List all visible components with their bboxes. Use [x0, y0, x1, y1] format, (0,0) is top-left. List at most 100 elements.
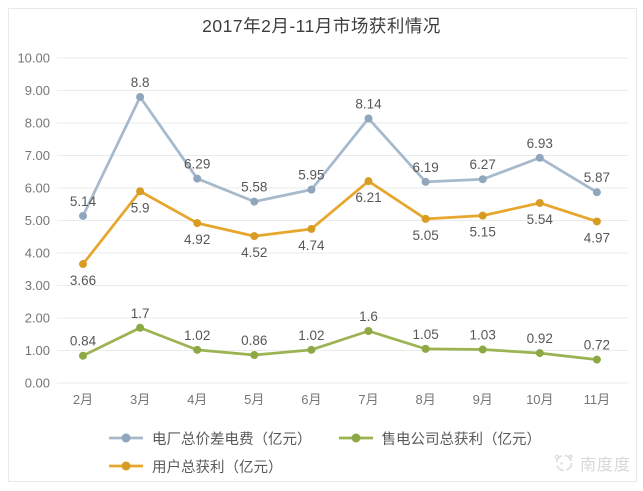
- data-point: [421, 214, 430, 223]
- data-label: 1.02: [184, 328, 210, 343]
- data-label: 8.8: [131, 75, 150, 90]
- data-point: [478, 175, 487, 184]
- data-point: [79, 211, 87, 220]
- data-label: 1.03: [470, 328, 496, 343]
- x-axis-label: 9月: [473, 392, 493, 407]
- data-point: [307, 224, 316, 233]
- y-tick-label: 3.00: [25, 278, 50, 293]
- data-label: 5.9: [131, 200, 150, 215]
- x-axis-label: 4月: [187, 392, 207, 407]
- data-label: 4.52: [241, 245, 267, 260]
- data-point: [250, 232, 259, 241]
- legend-item: 电厂总价差电费（亿元）: [108, 426, 312, 450]
- legend-line-marker-swatch: [338, 433, 373, 443]
- series-line-2: [81, 179, 599, 266]
- line-chart-plot: 0.00 1.00 2.00 3.00 4.00 5.00 6.00 7.00 8.00 9.00…: [17, 51, 628, 407]
- x-axis-label: 3月: [130, 392, 150, 407]
- data-point: [535, 198, 544, 207]
- data-point: [307, 185, 316, 194]
- y-tick-label: 5.00: [25, 213, 50, 228]
- data-label: 6.19: [412, 160, 438, 175]
- x-axis-label: 6月: [301, 392, 321, 407]
- data-label: 5.95: [298, 168, 324, 183]
- legend-item: 用户总获利（亿元）: [108, 454, 283, 478]
- data-point: [193, 174, 202, 183]
- data-point: [250, 351, 259, 360]
- data-label: 6.21: [355, 190, 381, 205]
- data-label: 5.54: [527, 212, 554, 227]
- data-label: 0.84: [70, 334, 97, 349]
- x-axis-label: 7月: [358, 392, 378, 407]
- data-label: 3.66: [70, 273, 96, 288]
- data-point: [364, 114, 373, 123]
- data-label: 1.6: [359, 309, 378, 324]
- legend-item: 售电公司总获利（亿元）: [338, 426, 542, 450]
- watermark-text: 南度度: [579, 457, 631, 474]
- data-point: [79, 260, 87, 269]
- data-point: [364, 177, 373, 186]
- legend-label: 电厂总价差电费（亿元）: [152, 431, 312, 448]
- data-point: [193, 219, 202, 228]
- data-point: [136, 187, 145, 196]
- chart-title: 2017年2月-11月市场获利情况: [202, 16, 441, 36]
- data-label: 6.29: [184, 157, 210, 172]
- data-label: 6.93: [527, 136, 553, 151]
- x-axis-label: 8月: [415, 392, 435, 407]
- x-axis-label: 5月: [244, 392, 264, 407]
- data-point: [307, 345, 316, 354]
- x-axis-label: 10月: [526, 392, 553, 407]
- nandudu-logo-icon: [554, 454, 573, 472]
- series-line-1: [81, 326, 599, 361]
- data-point: [421, 177, 430, 186]
- data-label: 0.92: [527, 331, 553, 346]
- data-point: [535, 349, 544, 358]
- watermark: 南度度: [553, 451, 631, 475]
- data-label: 1.7: [131, 306, 150, 321]
- y-tick-label: 2.00: [25, 311, 50, 326]
- data-label: 6.27: [470, 157, 496, 172]
- y-tick-label: 10.00: [17, 51, 50, 66]
- y-tick-label: 7.00: [25, 148, 50, 163]
- data-label: 4.74: [298, 238, 325, 253]
- data-label: 5.15: [470, 225, 496, 240]
- data-label: 5.87: [584, 170, 610, 185]
- data-label: 5.58: [241, 180, 267, 195]
- y-tick-label: 9.00: [25, 83, 50, 98]
- data-label: 1.02: [298, 328, 324, 343]
- data-label: 8.14: [355, 96, 382, 111]
- x-axis-label: 11月: [584, 392, 611, 407]
- data-point: [592, 188, 601, 197]
- data-point: [193, 345, 202, 354]
- data-point: [592, 217, 601, 226]
- data-point: [592, 355, 601, 364]
- series-line-0: [81, 95, 599, 218]
- x-axis-label: 2月: [73, 392, 93, 407]
- data-point: [79, 351, 87, 360]
- data-point: [478, 211, 487, 220]
- data-label: 0.86: [241, 333, 267, 348]
- data-label: 4.92: [184, 232, 210, 247]
- legend-line-marker-swatch: [109, 461, 143, 471]
- data-point: [535, 153, 544, 162]
- data-point: [478, 345, 487, 354]
- data-point: [421, 344, 430, 353]
- y-tick-label: 1.00: [25, 343, 50, 358]
- legend-label: 售电公司总获利（亿元）: [381, 431, 542, 448]
- chart-legend: 电厂总价差电费（亿元） 售电公司总获利（亿元） 用户总获利（亿元）: [108, 426, 578, 478]
- y-tick-label: 6.00: [25, 181, 50, 196]
- data-point: [136, 323, 145, 332]
- y-tick-label: 4.00: [25, 246, 50, 261]
- data-label: 4.97: [584, 230, 610, 245]
- y-tick-label: 8.00: [25, 116, 50, 131]
- data-point: [364, 327, 373, 335]
- legend-label: 用户总获利（亿元）: [152, 459, 283, 476]
- data-label: 5.05: [412, 228, 438, 243]
- data-label: 0.72: [584, 338, 610, 353]
- legend-line-marker-swatch: [109, 433, 143, 443]
- data-label: 5.14: [70, 194, 97, 209]
- y-tick-label: 0.00: [25, 376, 50, 391]
- data-point: [250, 197, 259, 206]
- data-label: 1.05: [412, 327, 438, 342]
- data-point: [136, 93, 145, 101]
